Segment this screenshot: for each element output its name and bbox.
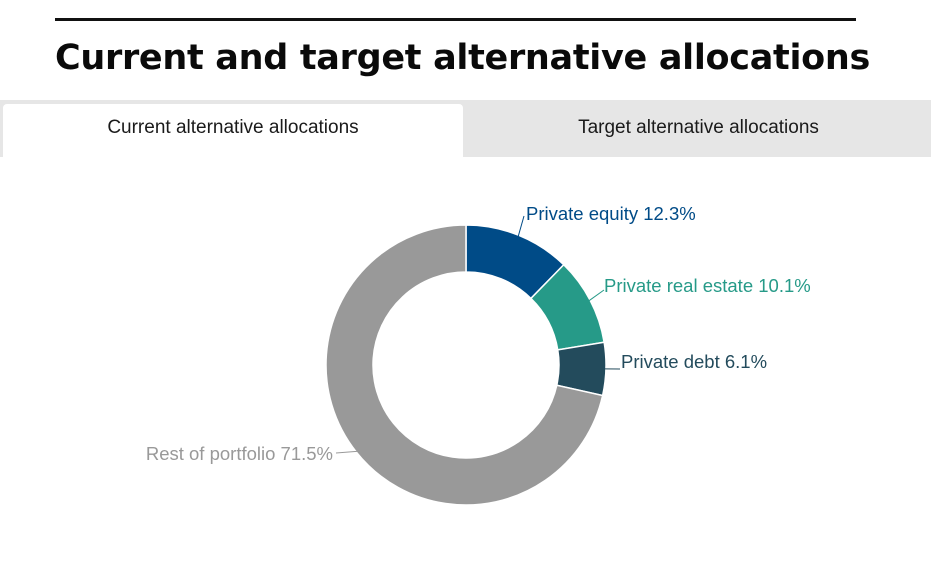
page-title: Current and target alternative allocatio… [55,38,871,78]
slice-labels: Private equity 12.3% Private real estate … [146,203,811,464]
label-leader-lines [335,215,621,454]
label-private-debt: Private debt 6.1% [621,351,767,372]
leader-line-private-equity [517,215,525,238]
donut-slices [325,224,607,506]
leader-line-private-real-estate [588,289,605,302]
slice-rest-of-portfolio[interactable] [325,224,604,506]
top-rule [55,18,856,21]
donut-chart: Private equity 12.3% Private real estate … [0,157,931,566]
tab-bar: Current alternative allocations Target a… [0,100,931,157]
tab-target-allocations[interactable]: Target alternative allocations [578,117,819,138]
leader-line-rest-of-portfolio [335,450,359,454]
label-rest-of-portfolio: Rest of portfolio 71.5% [146,443,333,464]
label-private-real-estate: Private real estate 10.1% [604,275,811,296]
label-private-equity: Private equity 12.3% [526,203,696,224]
donut-chart-svg: Private equity 12.3% Private real estate … [146,203,811,506]
tab-current-allocations[interactable]: Current alternative allocations [3,104,463,157]
